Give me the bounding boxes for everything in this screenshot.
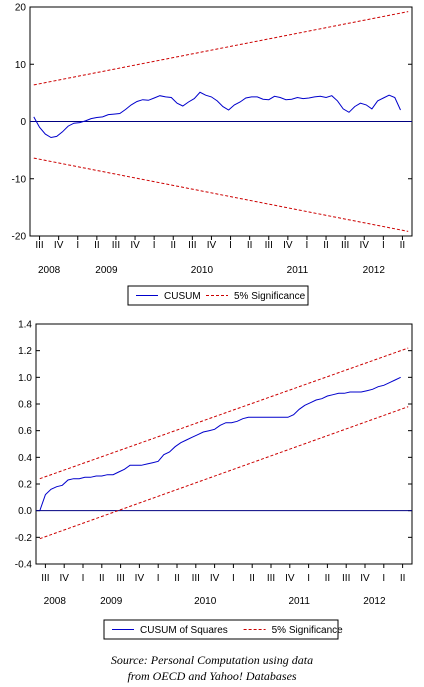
chart2-y-tick-label: 1.2 xyxy=(18,346,32,357)
chart2-series-0-line xyxy=(39,376,401,511)
chart2-x-tick-label: III xyxy=(342,573,350,584)
chart2-x-tick-label: II xyxy=(174,573,180,584)
chart1-series-0-line xyxy=(33,91,401,139)
chart1-y-tick-label: 0 xyxy=(20,117,26,128)
source-note: Source: Personal Computation using data … xyxy=(0,652,424,684)
chart2-x-tick-label: I xyxy=(82,573,85,584)
chart1-legend-label: 5% Significance xyxy=(234,291,306,302)
chart1-x-tick-label: I xyxy=(153,240,156,251)
chart1-year-label: 2010 xyxy=(191,265,214,276)
chart2-y-tick-label: 0.6 xyxy=(18,426,32,437)
chart1-year-label: 2008 xyxy=(38,265,61,276)
chart1-x-tick-label: III xyxy=(341,240,349,251)
chart2-y-tick-label: -0.4 xyxy=(15,560,33,571)
chart2-x-tick-label: I xyxy=(232,573,235,584)
chart2-series-1-bound xyxy=(39,347,409,480)
chart2-year-label: 2012 xyxy=(363,596,386,607)
chart1-y-tick-label: -20 xyxy=(12,232,27,243)
chart2-year-label: 2008 xyxy=(44,596,67,607)
chart2-y-tick-label: 1.0 xyxy=(18,373,32,384)
chart1-year-label: 2012 xyxy=(363,265,386,276)
chart1-x-tick-label: II xyxy=(400,240,406,251)
chart2-y-tick-label: 1.4 xyxy=(18,320,32,331)
chart1-legend-label: CUSUM xyxy=(164,291,201,302)
chart1-x-tick-label: I xyxy=(229,240,232,251)
chart1-year-label: 2009 xyxy=(95,265,118,276)
chart2-y-tick-label: -0.2 xyxy=(15,533,33,544)
chart1-x-tick-label: I xyxy=(382,240,385,251)
chart1-series-1-bound xyxy=(33,11,409,86)
chart2-x-tick-label: IV xyxy=(360,573,370,584)
chart1-x-tick-label: IV xyxy=(360,240,370,251)
source-line-1: Source: Personal Computation using data xyxy=(110,653,314,667)
chart2-year-label: 2010 xyxy=(194,596,217,607)
chart2-plot-frame xyxy=(35,323,413,565)
chart1-x-tick-label: II xyxy=(170,240,176,251)
chart1-x-tick-label: III xyxy=(112,240,120,251)
chart1-x-tick-label: I xyxy=(76,240,79,251)
source-line-2: from OECD and Yahoo! Databases xyxy=(127,669,297,683)
chart2-x-tick-label: III xyxy=(116,573,124,584)
chart2-x-tick-label: II xyxy=(99,573,105,584)
chart1-x-tick-label: II xyxy=(247,240,253,251)
chart2-x-tick-label: I xyxy=(157,573,160,584)
chart1-y-tick-label: 20 xyxy=(15,3,27,14)
chart2-legend-label: 5% Significance xyxy=(272,625,344,636)
chart2-y-tick-label: 0.0 xyxy=(18,506,32,517)
chart2-year-label: 2011 xyxy=(288,596,310,607)
chart2-x-tick-label: IV xyxy=(210,573,220,584)
chart1-x-tick-label: IV xyxy=(283,240,293,251)
chart2-y-tick-label: 0.4 xyxy=(18,453,32,464)
chart2-year-label: 2009 xyxy=(100,596,123,607)
chart2-legend-label: CUSUM of Squares xyxy=(140,625,228,636)
chart1-x-tick-label: IV xyxy=(54,240,64,251)
chart2-x-tick-label: I xyxy=(382,573,385,584)
chart2-x-tick-label: IV xyxy=(135,573,145,584)
chart1-y-tick-label: 10 xyxy=(15,60,27,71)
chart2-x-tick-label: II xyxy=(249,573,255,584)
chart2-legend-box xyxy=(103,619,339,640)
chart2-y-tick-label: 0.8 xyxy=(18,400,32,411)
chart2-x-tick-label: III xyxy=(267,573,275,584)
chart1-x-tick-label: III xyxy=(35,240,43,251)
chart2-x-tick-label: II xyxy=(400,573,406,584)
chart2-series-2-bound xyxy=(39,406,409,540)
chart2-x-tick-label: II xyxy=(325,573,331,584)
chart1-y-tick-label: -10 xyxy=(12,174,27,185)
chart2-x-tick-label: I xyxy=(307,573,310,584)
chart1-x-tick-label: III xyxy=(188,240,196,251)
chart1-x-tick-label: II xyxy=(94,240,100,251)
chart1-year-label: 2011 xyxy=(287,265,309,276)
chart1-series-2-bound xyxy=(33,157,409,232)
chart2-x-tick-label: IV xyxy=(285,573,295,584)
chart2-x-tick-label: III xyxy=(41,573,49,584)
chart1-x-tick-label: IV xyxy=(207,240,217,251)
chart2-x-tick-label: III xyxy=(192,573,200,584)
chart1-x-tick-label: IV xyxy=(130,240,140,251)
chart1-x-tick-label: I xyxy=(306,240,309,251)
chart1-x-tick-label: II xyxy=(323,240,329,251)
chart1-x-tick-label: III xyxy=(265,240,273,251)
chart2-y-tick-label: 0.2 xyxy=(18,480,32,491)
chart2-x-tick-label: IV xyxy=(59,573,69,584)
